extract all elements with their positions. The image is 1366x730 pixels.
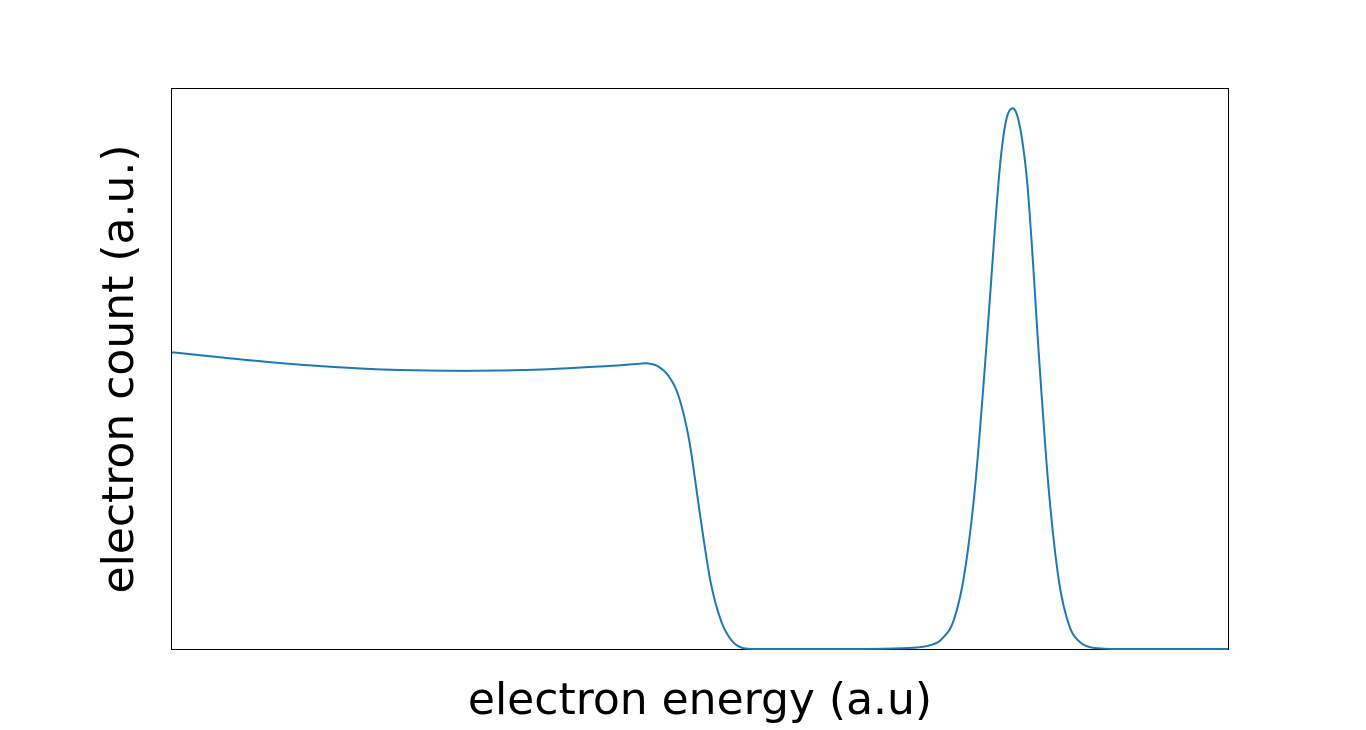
plot-area-frame (171, 88, 1229, 650)
series-line-0 (171, 107, 1228, 650)
series-layer (171, 107, 1228, 650)
x-axis-label: electron energy (a.u) (468, 674, 932, 725)
y-axis-label: electron count (a.u.) (93, 144, 144, 593)
